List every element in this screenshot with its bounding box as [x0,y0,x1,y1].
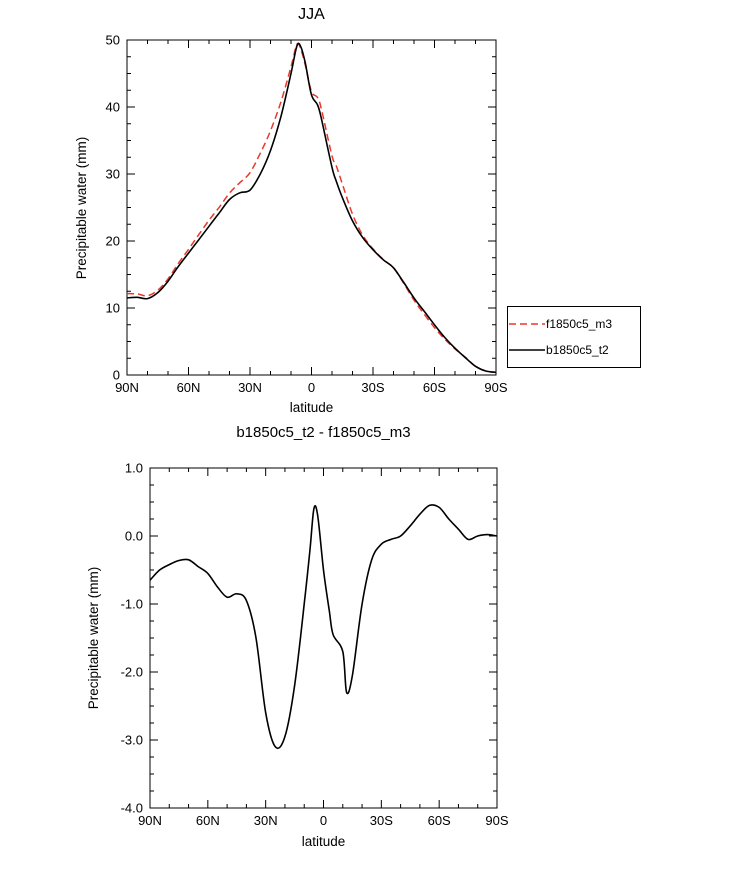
top-chart-title: JJA [298,6,325,23]
y-tick-label: 20 [106,234,120,249]
legend-box: f1850c5_m3 b1850c5_t2 [507,306,641,368]
x-tick-label: 90S [484,380,507,395]
y-tick-label: -4.0 [121,801,143,816]
bottom-yaxis-label: Precipitable water (mm) [86,566,101,710]
legend-line-sample-solid [509,349,545,352]
x-tick-label: 30S [370,813,393,828]
top-xaxis-label: latitude [289,400,334,415]
series-line-b1850c5_t2-f1850c5_m3 [149,504,498,750]
series-line-b1850c5_t2 [126,42,497,374]
x-tick-label: 30N [254,813,278,828]
legend-label-f1850c5_m3: f1850c5_m3 [546,316,613,331]
bottom-chart-title: b1850c5_t2 - f1850c5_m3 [236,424,411,441]
legend-label-b1850c5_t2: b1850c5_t2 [546,343,609,358]
series-line-f1850c5_m3 [126,42,497,374]
x-tick-label: 0 [320,813,327,828]
x-tick-label: 60S [428,813,451,828]
y-tick-label: 0.0 [125,529,143,544]
y-tick-label: -1.0 [121,597,143,612]
x-tick-label: 60N [196,813,220,828]
y-tick-label: 40 [106,100,120,115]
y-tick-label: 50 [106,33,120,48]
x-tick-label: 90S [485,813,508,828]
legend-item-b1850c5_t2: b1850c5_t2 [508,340,640,360]
legend-line-sample-dashed [509,322,545,325]
x-tick-label: 60N [177,380,201,395]
x-tick-label: 0 [308,380,315,395]
top-chart-canvas: 90N 60N 30N 0 30S 60S 90S 0 10 20 30 40 50 [106,33,508,396]
top-yaxis-label: Precipitable water (mm) [74,136,89,280]
y-tick-label: -2.0 [121,665,143,680]
x-tick-label: 60S [423,380,446,395]
x-tick-label: 30N [238,380,262,395]
legend-item-f1850c5_m3: f1850c5_m3 [508,314,640,334]
y-tick-label: 10 [106,301,120,316]
y-tick-label: 30 [106,167,120,182]
y-tick-label: 0 [113,368,120,383]
x-tick-label: 90N [115,380,139,395]
x-tick-label: 30S [361,380,384,395]
bottom-xaxis-label: latitude [301,834,346,849]
plot-frame [149,467,498,809]
bottom-chart-canvas: 90N 60N 30N 0 30S 60S 90S 1.0 0.0 -1.0 -2.0 -3.0 -4.… [121,461,509,829]
y-tick-label: -3.0 [121,733,143,748]
x-tick-label: 90N [138,813,162,828]
y-tick-label: 1.0 [125,461,143,476]
